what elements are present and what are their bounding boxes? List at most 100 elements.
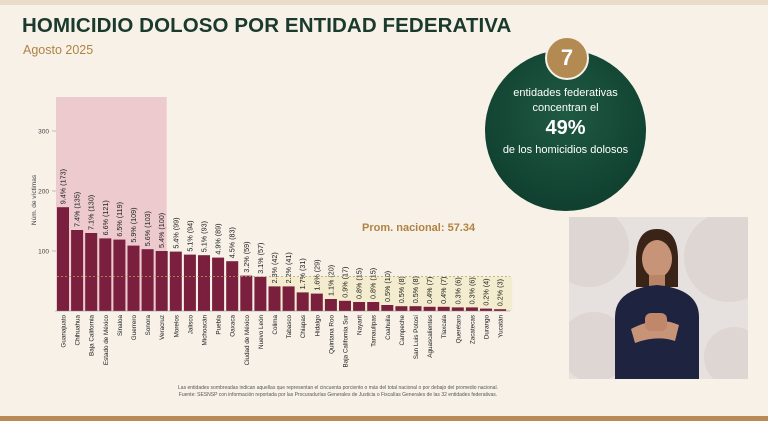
x-category-label: Oaxaca [230,315,237,337]
bar-value-label: 0.9% (17) [341,267,350,298]
bar [71,230,84,311]
x-category-label: Aguascalientes [427,315,434,358]
bar [480,308,492,311]
x-category-label: Tamaulipas [371,315,378,347]
bar-value-label: 0.2% (4) [482,278,491,305]
bar-value-label: 0.3% (6) [453,277,462,304]
callout-line-3: de los homicidios dolosos [502,144,629,156]
bar [240,275,253,311]
x-category-label: Colima [272,315,279,335]
x-category-label: Yucatán [498,315,505,338]
x-category-label: Hidalgo [314,315,321,337]
bar [324,299,337,311]
interpreter-figure [569,217,748,379]
x-category-label: Baja California Sur [343,315,350,368]
bar [85,233,98,311]
bar-value-label: 1.6% (29) [312,259,321,290]
bar [494,309,507,311]
bar-value-label: 5.1% (94) [185,220,194,251]
bar [155,251,168,311]
bar [423,306,436,311]
bar-value-label: 0.3% (6) [467,277,476,304]
bar [113,239,126,311]
bar-value-label: 4.5% (83) [228,227,237,258]
bar [226,261,239,311]
bar [353,302,366,311]
x-category-label: Zacatecas [469,315,476,344]
x-category-label: Sinaloa [117,315,124,337]
x-category-label: Quintana Roo [328,315,335,354]
bar-value-label: 0.5% (8) [411,276,420,303]
callout-percent: 49% [545,117,586,139]
bar [57,207,69,311]
bar-value-label: 1.1% (20) [326,265,335,296]
x-category-label: Estado de México [103,315,110,366]
bar [169,251,182,311]
bar [310,293,323,311]
x-category-label: Sonora [145,315,152,336]
bar [296,292,309,311]
bar-value-label: 0.8% (15) [355,268,364,299]
footnote-line-1: Las entidades sombreadas indican aquella… [178,385,498,391]
bar-value-label: 0.5% (10) [383,271,392,302]
bar-value-label: 3.2% (59) [242,241,251,272]
bar-value-label: 5.4% (100) [157,213,166,248]
bar [409,306,422,311]
bar-value-label: 9.4% (173) [59,169,68,204]
bar [395,306,408,311]
callout-line-1: entidades federativas [513,87,618,99]
bar-value-label: 5.4% (99) [171,217,180,248]
page-title: HOMICIDIO DOLOSO POR ENTIDAD FEDERATIVA [22,14,512,37]
bar [437,306,450,311]
bar-value-label: 7.4% (135) [73,192,82,227]
summary-callout: 7 entidades federativas concentran el 49… [485,36,646,211]
bar [451,307,464,311]
bottom-stripe [0,416,768,421]
bar-value-label: 5.1% (93) [200,221,209,252]
x-category-label: Chiapas [300,315,307,338]
bar-value-label: 0.4% (7) [439,277,448,304]
bar [141,249,154,311]
x-category-label: Michoacán [202,315,209,346]
x-category-label: Tabasco [286,315,293,339]
x-category-label: Querétaro [455,315,462,344]
top-stripe [0,0,768,5]
x-category-label: Chihuahua [75,315,82,346]
x-category-label: Tlaxcala [441,315,448,339]
bar-value-label: 0.2% (3) [496,279,505,306]
bar-value-label: 3.1% (57) [256,243,265,274]
x-category-label: Baja California [89,315,96,356]
x-category-label: Nuevo León [258,315,265,349]
bar [99,238,112,311]
y-axis-title: Núm. de víctimas [31,174,38,225]
x-category-label: Campeche [399,315,406,346]
x-category-label: Guanajuato [61,315,68,348]
bar [268,286,281,311]
bar-value-label: 7.1% (130) [87,195,96,230]
bar-value-label: 0.5% (8) [397,276,406,303]
x-category-label: Veracruz [159,315,166,340]
y-tick-label: 200 [38,189,49,196]
sign-language-interpreter-video [569,217,748,379]
x-category-label: Morelos [173,315,180,337]
x-category-label: Guerrero [131,315,138,341]
y-tick-label: 300 [38,129,49,136]
bar [198,255,210,311]
bar [127,245,140,311]
bar [381,305,394,311]
x-category-label: Durango [484,315,491,340]
bar-value-label: 2.3% (42) [270,252,279,283]
x-category-label: Nayarit [357,315,364,335]
x-category-label: Ciudad de México [244,315,251,366]
y-tick-label: 100 [38,249,49,256]
x-category-label: Coahuila [385,315,392,340]
bar [212,257,225,311]
bar-value-label: 0.8% (15) [369,268,378,299]
bar-value-label: 6.5% (119) [115,202,124,237]
x-category-label: Puebla [216,315,223,335]
x-category-label: San Luis Potosí [413,315,420,359]
footnote-line-2: Fuente: SESNSP con información reportada… [178,392,498,398]
bar [254,276,267,311]
bar [339,300,351,311]
